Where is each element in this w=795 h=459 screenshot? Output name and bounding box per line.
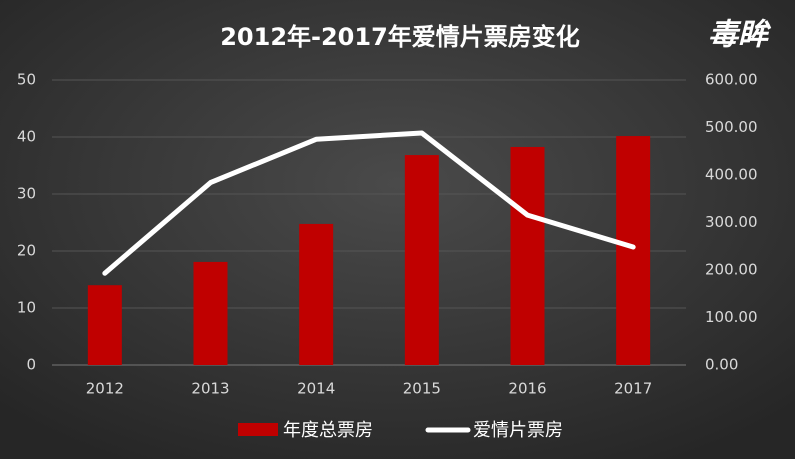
x-tick-label: 2016 xyxy=(508,380,546,398)
bar xyxy=(510,146,545,365)
legend-label: 年度总票房 xyxy=(283,420,373,441)
legend-label: 爱情片票房 xyxy=(473,420,563,441)
bar xyxy=(616,136,651,365)
y2-tick-label: 600.00 xyxy=(705,71,758,89)
line xyxy=(102,130,636,276)
y-tick-label: 30 xyxy=(17,185,36,203)
y-tick-label: 0 xyxy=(26,356,36,374)
y2-tick-label: 100.00 xyxy=(705,308,758,326)
y-tick-label: 50 xyxy=(17,71,36,89)
bar xyxy=(193,261,228,365)
logo: 毒眸 xyxy=(708,18,772,53)
bar xyxy=(404,155,439,365)
x-tick-label: 2012 xyxy=(86,380,124,398)
x-tick-label: 2013 xyxy=(191,380,229,398)
y2-tick-label: 200.00 xyxy=(705,261,758,279)
x-tick-label: 2014 xyxy=(297,380,335,398)
y2-tick-label: 300.00 xyxy=(705,213,758,231)
chart-title: 2012年-2017年爱情片票房变化 xyxy=(220,23,580,51)
y-tick-label: 10 xyxy=(17,299,36,317)
legend-swatch xyxy=(238,423,278,436)
x-tick-label: 2015 xyxy=(403,380,441,398)
bar xyxy=(87,285,122,365)
y2-tick-label: 500.00 xyxy=(705,118,758,136)
y2-tick-label: 400.00 xyxy=(705,166,758,184)
y-tick-label: 40 xyxy=(17,128,36,146)
x-tick-label: 2017 xyxy=(614,380,652,398)
bar xyxy=(299,223,334,365)
y2-tick-label: 0.00 xyxy=(705,356,738,374)
y-tick-label: 20 xyxy=(17,242,36,260)
